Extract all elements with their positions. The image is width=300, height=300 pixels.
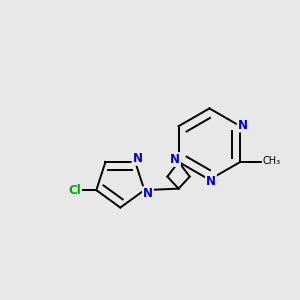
Text: CH₃: CH₃ (262, 156, 281, 166)
Text: N: N (238, 118, 248, 131)
Text: Cl: Cl (68, 184, 81, 196)
Text: N: N (170, 153, 180, 166)
Text: N: N (133, 152, 142, 165)
Text: N: N (206, 175, 216, 188)
Text: N: N (143, 187, 153, 200)
